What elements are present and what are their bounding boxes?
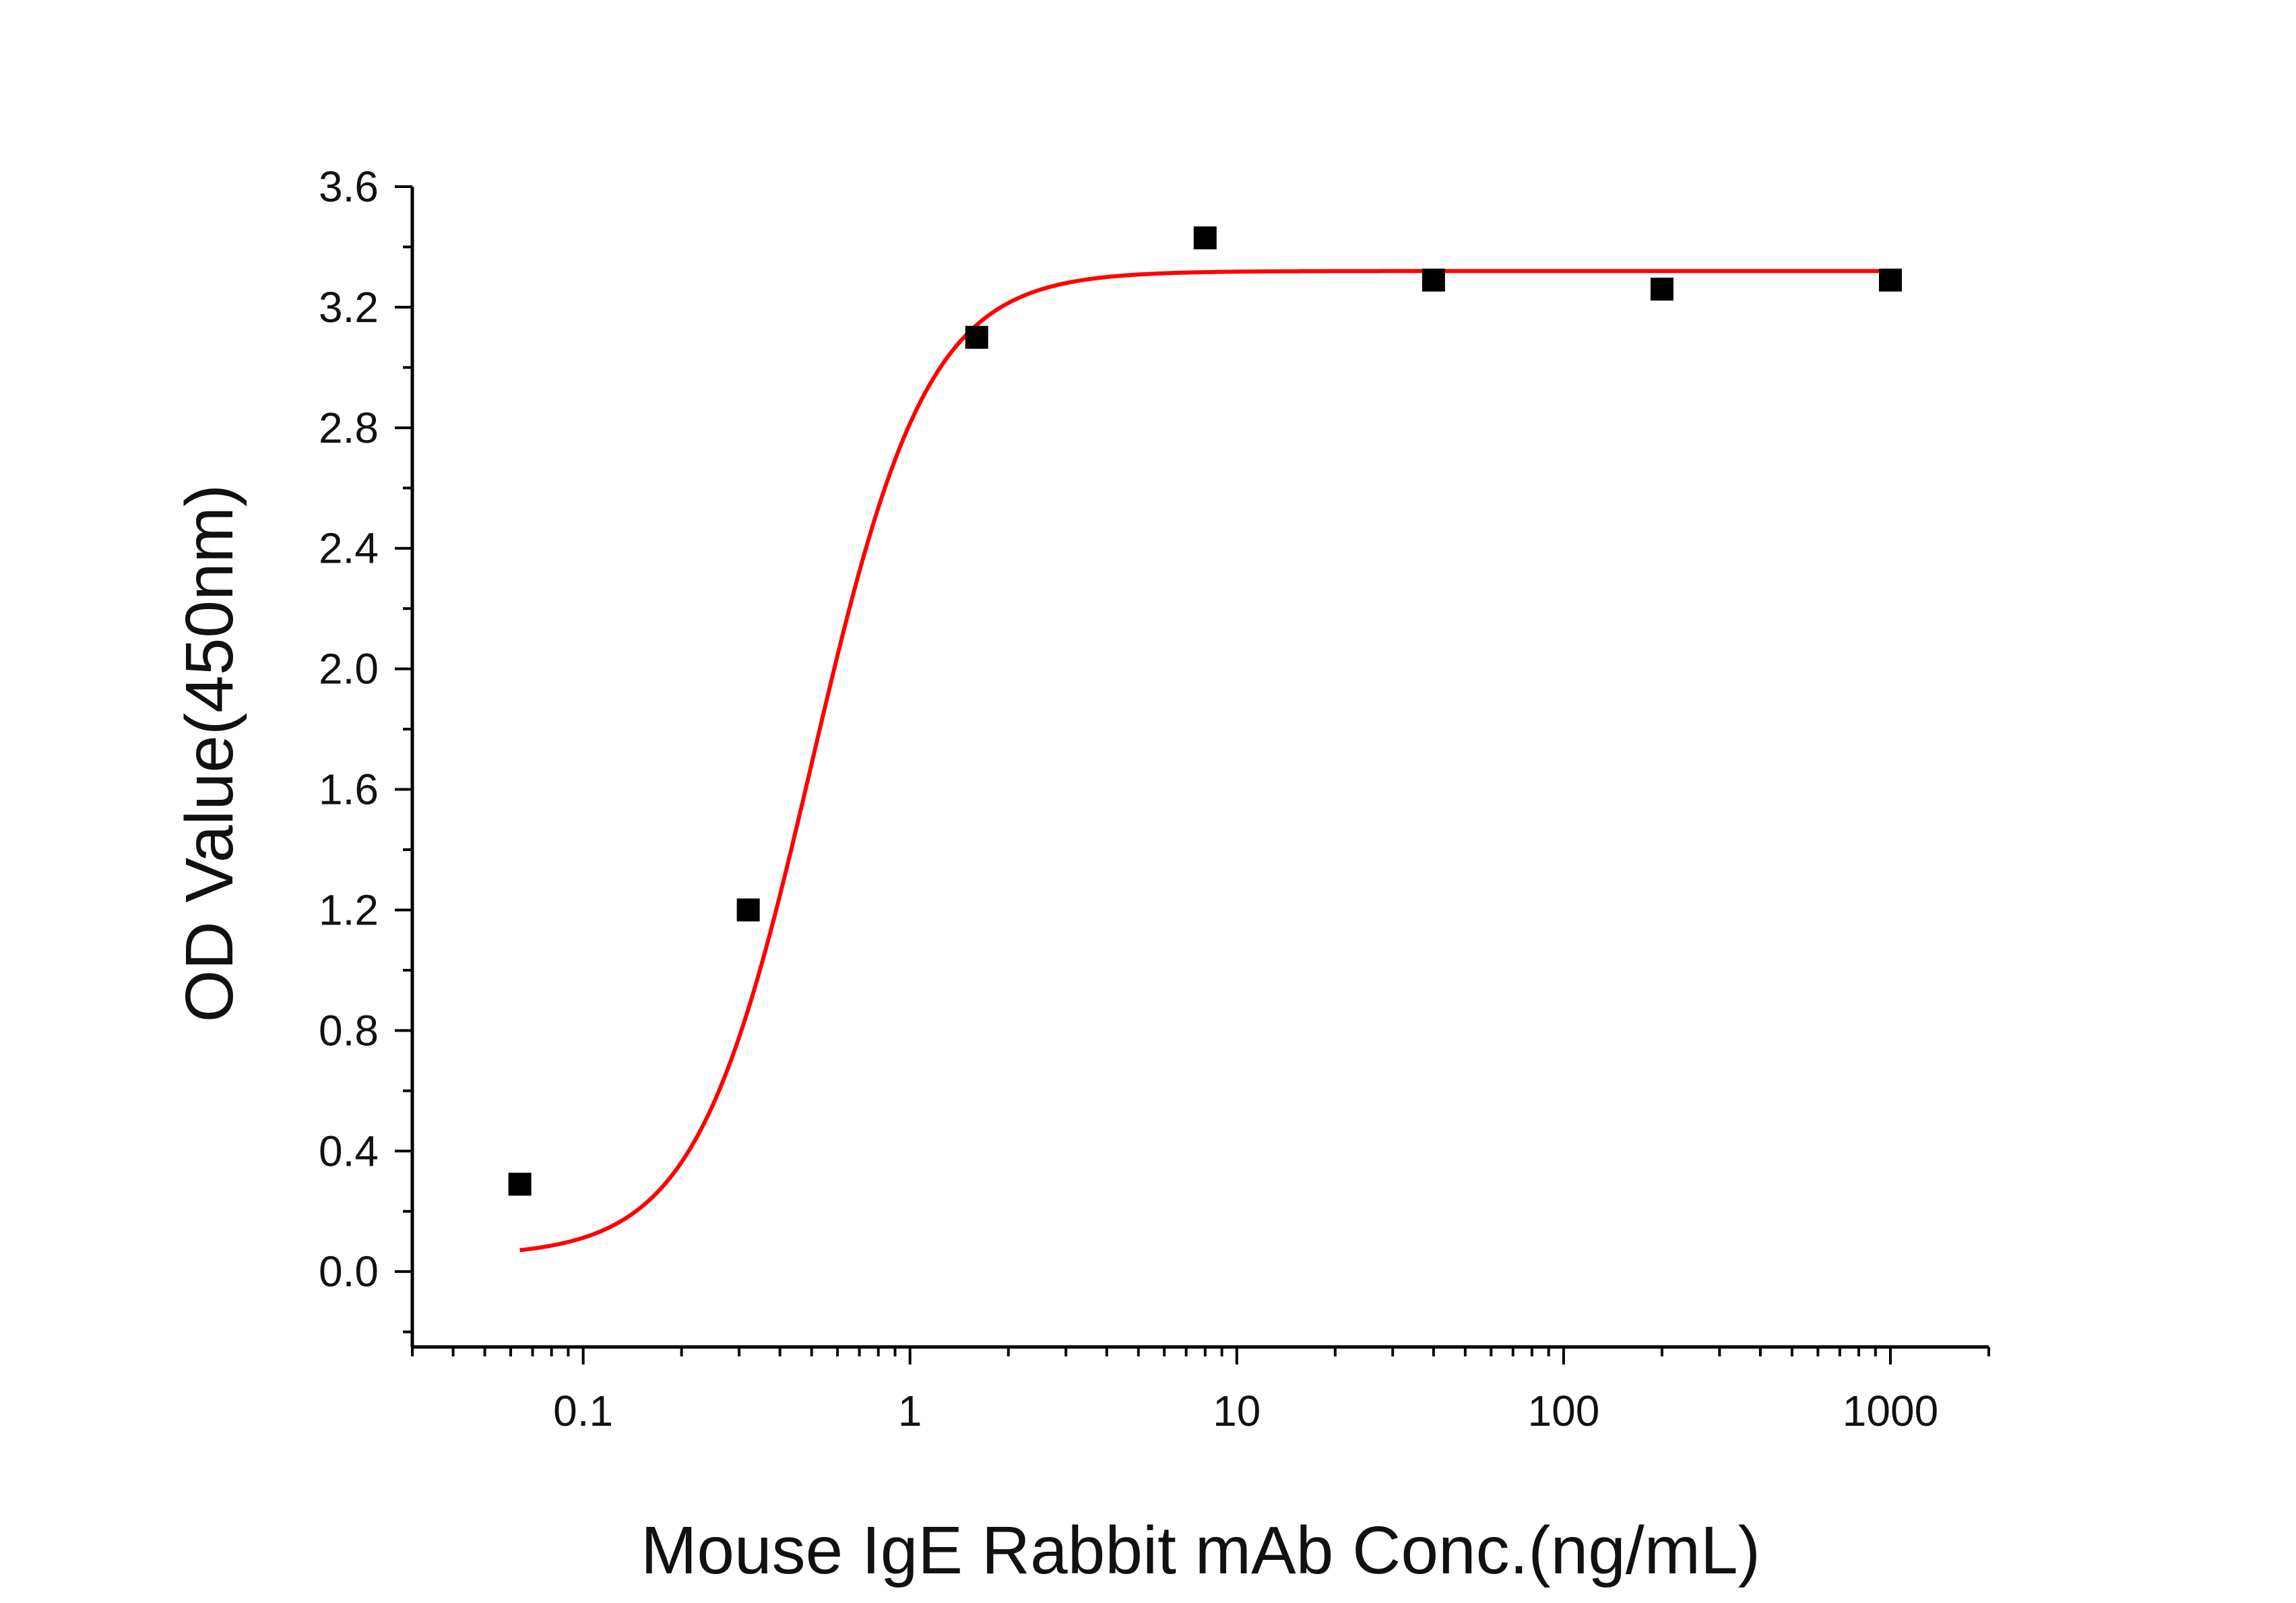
- y-tick-label: 0.4: [319, 1127, 379, 1175]
- data-point: [1422, 268, 1445, 292]
- fit-curve-line: [519, 269, 1890, 1253]
- x-tick-label: 1000: [1843, 1387, 1938, 1435]
- data-point: [1193, 226, 1217, 250]
- y-tick-label: 3.2: [319, 283, 379, 332]
- x-axis-ticks: 0.1 1 10 100 1000: [411, 1347, 1990, 1435]
- x-tick-label: 10: [1213, 1387, 1261, 1435]
- x-tick-label: 100: [1528, 1387, 1600, 1435]
- data-points-layer: [508, 226, 1902, 1196]
- axes: [410, 187, 1989, 1349]
- x-tick-label: 1: [898, 1387, 922, 1435]
- y-axis-ticks: 0.0 0.4 0.8 1.2 1.6 2.0 2.4 2.8 3.2 3.6: [319, 162, 412, 1333]
- y-tick-label: 2.8: [319, 404, 379, 452]
- data-point: [508, 1172, 532, 1196]
- data-point: [1878, 268, 1902, 292]
- y-axis-title: OD Value(450nm): [172, 484, 247, 1023]
- fit-curve-layer: [519, 269, 1890, 1253]
- y-tick-label: 2.4: [319, 524, 379, 573]
- data-point: [736, 898, 760, 922]
- y-tick-label: 1.6: [319, 765, 379, 814]
- y-tick-label: 1.2: [319, 885, 379, 934]
- data-point: [1650, 278, 1673, 301]
- y-tick-label: 3.6: [319, 162, 379, 211]
- data-point: [965, 325, 988, 349]
- x-axis-title: Mouse IgE Rabbit mAb Conc.(ng/mL): [641, 1513, 1760, 1588]
- y-tick-label: 0.8: [319, 1006, 379, 1055]
- x-tick-label: 0.1: [553, 1387, 613, 1435]
- y-tick-label: 2.0: [319, 645, 379, 693]
- y-tick-label: 0.0: [319, 1247, 379, 1296]
